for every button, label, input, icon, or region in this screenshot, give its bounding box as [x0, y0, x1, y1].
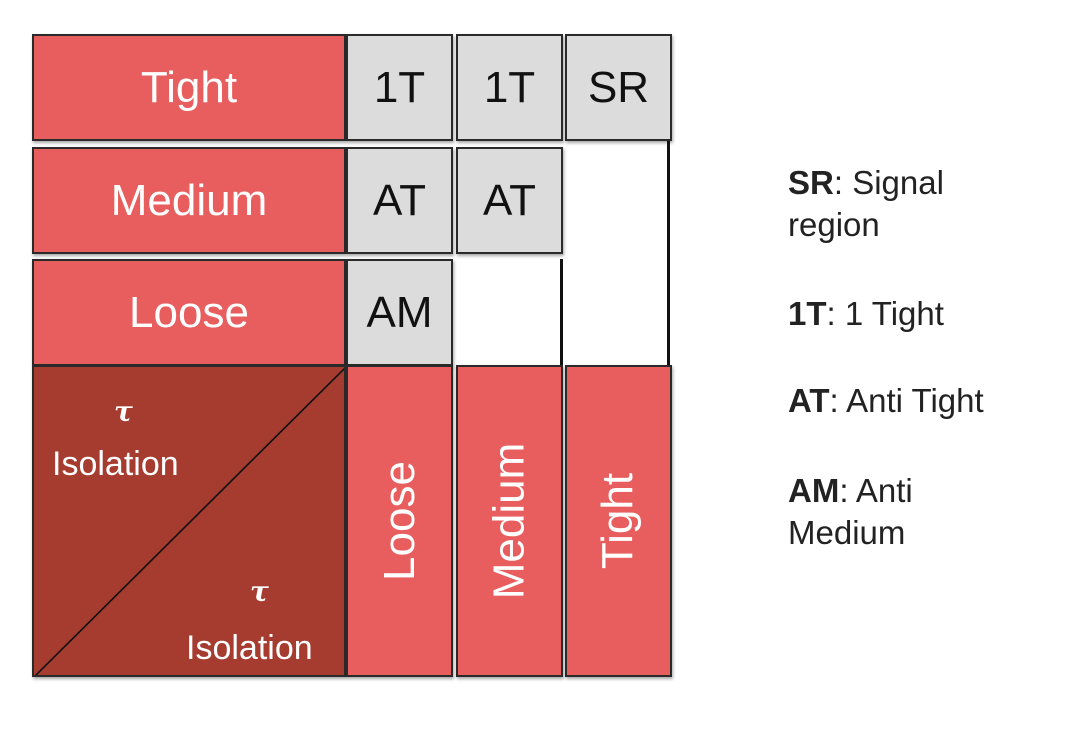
legend-text: region — [788, 206, 880, 243]
row-label-tight: Tight — [32, 34, 346, 141]
cell-tight-loose: 1T — [346, 34, 453, 141]
row-label-text: Tight — [140, 62, 238, 112]
cell-code: AM — [366, 287, 433, 337]
cell-code: 1T — [483, 62, 536, 112]
legend-key: AM — [788, 472, 840, 509]
cell-code: AT — [373, 175, 426, 225]
cell-medium-medium: AT — [456, 147, 563, 254]
legend-sep: : — [826, 295, 845, 332]
row-label-loose: Loose — [32, 259, 346, 366]
legend-text: Signal — [852, 164, 944, 201]
divider-line — [560, 259, 563, 365]
cell-code: 1T — [373, 62, 426, 112]
row-label-medium: Medium — [32, 147, 346, 254]
row-label-text: Loose — [129, 287, 249, 337]
legend-key: SR — [788, 164, 834, 201]
legend-text: 1 Tight — [844, 295, 944, 332]
legend-text: Anti Tight — [846, 382, 984, 419]
isolation-corner: τ Isolation τ Isolation — [32, 365, 346, 677]
cell-medium-loose: AT — [346, 147, 453, 254]
legend-sep: : — [829, 382, 847, 419]
row-label-text: Medium — [110, 175, 268, 225]
legend-sep: : — [833, 164, 853, 201]
legend-key: AT — [788, 382, 830, 419]
col-label-text: Tight — [593, 472, 643, 570]
col-label-loose: Loose — [346, 365, 453, 677]
isolation-label-top: Isolation — [52, 445, 179, 483]
col-label-medium: Medium — [456, 365, 563, 677]
legend-text: Medium — [788, 514, 906, 551]
legend-at: AT: Anti Tight — [788, 380, 984, 422]
cell-code: SR — [587, 62, 650, 112]
cell-tight-tight: SR — [565, 34, 672, 141]
legend-sr: SR: Signal region — [788, 162, 944, 246]
cell-loose-loose: AM — [346, 259, 453, 366]
diagonal-line — [34, 367, 344, 675]
legend-am: AM: Anti Medium — [788, 470, 913, 554]
isolation-label-bottom: Isolation — [186, 629, 313, 667]
col-label-tight: Tight — [565, 365, 672, 677]
legend-1t: 1T: 1 Tight — [788, 293, 944, 335]
tau-symbol-top: τ — [114, 395, 133, 428]
col-label-text: Medium — [484, 442, 534, 600]
col-label-text: Loose — [374, 461, 424, 581]
cell-tight-medium: 1T — [456, 34, 563, 141]
divider-line — [667, 141, 670, 365]
legend-key: 1T — [788, 295, 827, 332]
legend-sep: : — [839, 472, 856, 509]
cell-code: AT — [483, 175, 536, 225]
tau-symbol-bottom: τ — [250, 575, 269, 608]
legend-text: Anti — [855, 472, 913, 509]
